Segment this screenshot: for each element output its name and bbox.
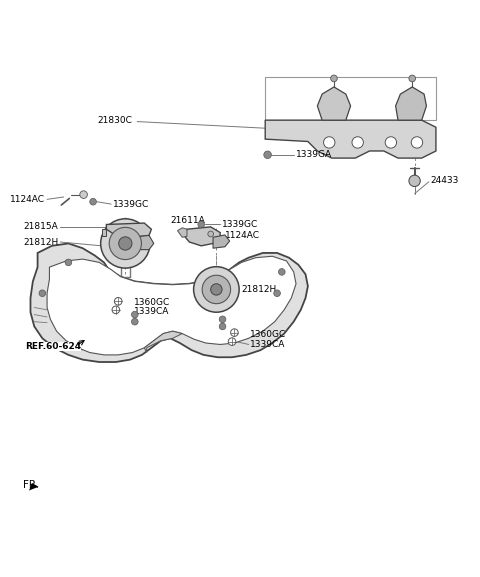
Circle shape: [90, 198, 96, 205]
Circle shape: [219, 323, 226, 330]
Circle shape: [411, 137, 423, 148]
Circle shape: [119, 237, 132, 250]
Text: REF.60-624: REF.60-624: [25, 342, 81, 351]
Text: 1339CA: 1339CA: [134, 307, 169, 316]
Circle shape: [198, 221, 204, 228]
Circle shape: [101, 219, 150, 268]
Polygon shape: [144, 331, 182, 353]
Text: 21611A: 21611A: [170, 216, 205, 225]
Circle shape: [80, 191, 87, 198]
Circle shape: [132, 311, 138, 318]
Circle shape: [109, 227, 142, 260]
Text: 21812H: 21812H: [241, 286, 277, 294]
Circle shape: [409, 175, 420, 186]
Circle shape: [65, 259, 72, 266]
Circle shape: [274, 290, 280, 297]
Circle shape: [385, 137, 396, 148]
Circle shape: [278, 268, 285, 275]
Text: 1360GC: 1360GC: [134, 298, 170, 307]
Circle shape: [324, 137, 335, 148]
Text: 1339GC: 1339GC: [222, 220, 258, 229]
Polygon shape: [30, 243, 308, 362]
Text: 21812H: 21812H: [24, 238, 59, 246]
Text: 1339GA: 1339GA: [296, 150, 332, 159]
Bar: [265, 77, 436, 120]
Circle shape: [331, 75, 337, 82]
Polygon shape: [317, 87, 350, 120]
Text: 1339CA: 1339CA: [250, 340, 286, 349]
Polygon shape: [132, 235, 154, 250]
Text: 21815A: 21815A: [24, 222, 58, 231]
Polygon shape: [29, 483, 38, 490]
Polygon shape: [396, 87, 426, 120]
Circle shape: [202, 275, 230, 304]
Circle shape: [219, 316, 226, 323]
Circle shape: [39, 290, 46, 297]
Circle shape: [352, 137, 363, 148]
Polygon shape: [265, 120, 436, 158]
Text: FR.: FR.: [24, 480, 39, 490]
Circle shape: [230, 329, 238, 336]
Circle shape: [112, 306, 120, 314]
Text: 1124AC: 1124AC: [10, 195, 45, 204]
Circle shape: [193, 267, 239, 312]
Circle shape: [264, 151, 271, 159]
Circle shape: [114, 298, 122, 305]
Polygon shape: [107, 223, 151, 237]
Text: 1124AC: 1124AC: [225, 231, 260, 240]
Text: 24433: 24433: [430, 177, 458, 185]
Text: 1339GC: 1339GC: [112, 200, 149, 209]
Polygon shape: [185, 227, 220, 246]
Circle shape: [409, 75, 416, 82]
Polygon shape: [178, 228, 187, 237]
Circle shape: [228, 338, 236, 346]
Circle shape: [211, 284, 222, 295]
Polygon shape: [213, 235, 229, 248]
Circle shape: [208, 231, 214, 237]
Circle shape: [132, 319, 138, 325]
Polygon shape: [47, 256, 296, 355]
Polygon shape: [102, 229, 107, 237]
Text: 21830C: 21830C: [97, 115, 132, 125]
Text: 1360GC: 1360GC: [250, 330, 286, 339]
